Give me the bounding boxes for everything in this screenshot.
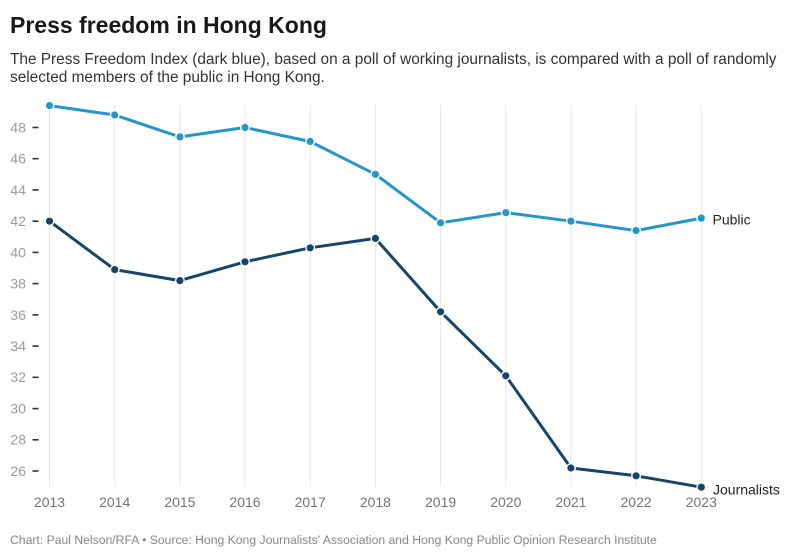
svg-text:2018: 2018 <box>360 494 391 510</box>
svg-text:46: 46 <box>10 152 26 168</box>
svg-text:2015: 2015 <box>164 494 195 510</box>
svg-text:48: 48 <box>10 120 26 136</box>
svg-text:38: 38 <box>10 277 26 293</box>
svg-text:Press freedom in Hong Kong: Press freedom in Hong Kong <box>10 12 327 38</box>
svg-text:Chart: Paul Nelson/RFA • Sourc: Chart: Paul Nelson/RFA • Source: Hong Ko… <box>10 533 657 547</box>
svg-text:2022: 2022 <box>621 494 652 510</box>
svg-text:2017: 2017 <box>295 494 326 510</box>
svg-text:Journalists: Journalists <box>713 482 780 498</box>
svg-text:30: 30 <box>10 402 26 418</box>
svg-text:28: 28 <box>10 433 26 449</box>
svg-text:2019: 2019 <box>425 494 456 510</box>
svg-text:The Press Freedom Index (dark: The Press Freedom Index (dark blue), bas… <box>10 51 777 68</box>
svg-text:42: 42 <box>10 214 26 230</box>
svg-text:2023: 2023 <box>686 494 717 510</box>
svg-text:36: 36 <box>10 308 26 324</box>
svg-text:32: 32 <box>10 370 26 386</box>
svg-text:2021: 2021 <box>555 494 586 510</box>
svg-text:2020: 2020 <box>490 494 521 510</box>
svg-text:44: 44 <box>10 183 26 199</box>
svg-text:2014: 2014 <box>99 494 130 510</box>
svg-text:2013: 2013 <box>34 494 65 510</box>
svg-text:Public: Public <box>713 212 751 228</box>
svg-text:34: 34 <box>10 339 26 355</box>
svg-text:2016: 2016 <box>229 494 260 510</box>
svg-text:40: 40 <box>10 245 26 261</box>
svg-text:26: 26 <box>10 464 26 480</box>
svg-text:selected members of the public: selected members of the public in Hong K… <box>10 69 325 86</box>
